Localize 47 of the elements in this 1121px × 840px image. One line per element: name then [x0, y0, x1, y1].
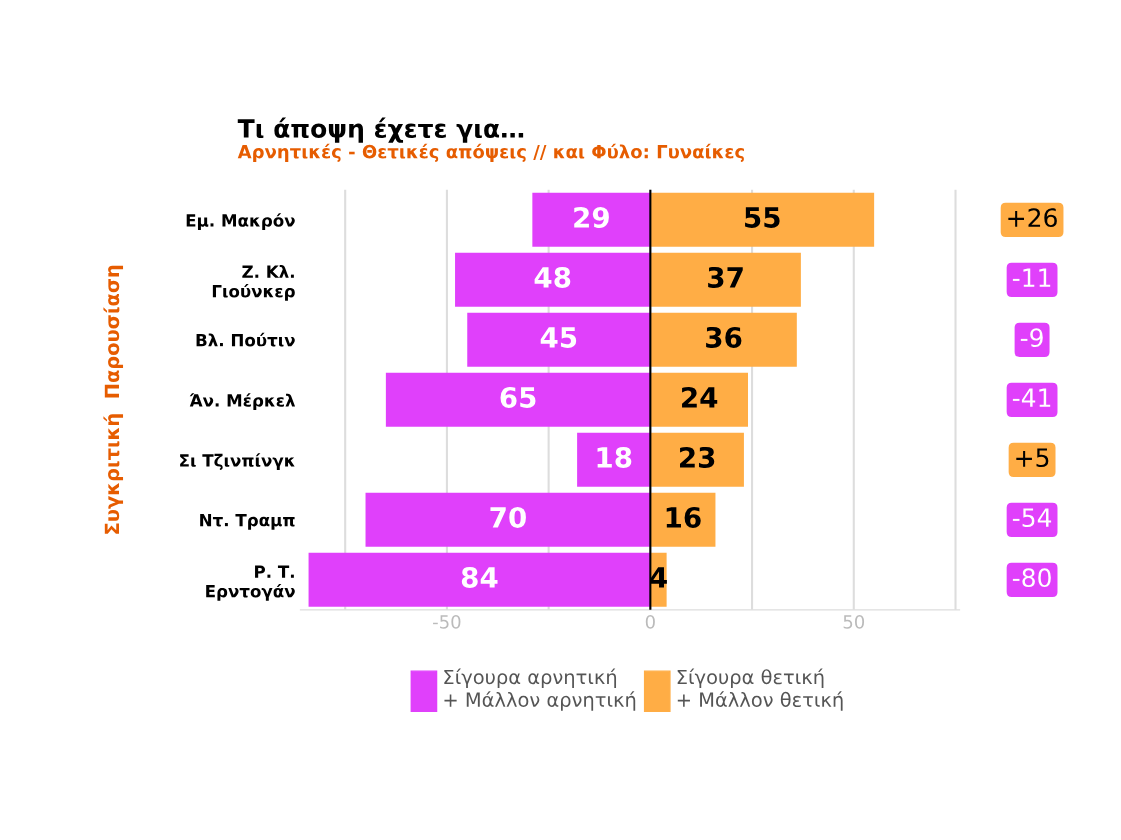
chart-subtitle: Αρνητικές - Θετικές απόψεις // και Φύλο: Γυναίκες — [237, 143, 744, 162]
text: -80 — [1012, 568, 1051, 588]
bar — [532, 192, 651, 247]
data-label: 18 — [597, 446, 632, 468]
bar — [650, 372, 748, 427]
data-label: 36 — [706, 326, 742, 348]
legend-label: Σίγουρα αρνητική + Μάλλον αρνητική — [444, 668, 636, 711]
bar — [650, 432, 744, 487]
text: -9 — [1020, 328, 1043, 348]
bar — [308, 552, 651, 607]
text: +5 — [1016, 448, 1049, 468]
bar — [467, 312, 651, 367]
y-tick-label: Εμ. Μακρόν — [186, 213, 295, 230]
text: -54 — [1012, 508, 1052, 528]
chart-title: Τι άποψη έχετε για… — [237, 117, 524, 143]
y-axis-title: Συγκριτική Παρουσίαση — [103, 265, 124, 534]
y-tick-label: Άν. Μέρκελ — [189, 393, 296, 410]
data-label: 4 — [650, 567, 667, 588]
bar — [650, 192, 875, 247]
y-tick-label: Ρ. Τ. Ερντογάν — [206, 565, 295, 601]
data-label: 48 — [534, 266, 571, 288]
text: -41 — [1012, 388, 1051, 407]
data-label: 55 — [745, 207, 780, 228]
data-label: 84 — [461, 566, 498, 588]
data-label: 29 — [574, 206, 609, 228]
data-label: 23 — [680, 446, 715, 468]
bar — [385, 372, 651, 427]
data-label: 24 — [682, 386, 718, 408]
y-tick-label: Ντ. Τραμπ — [200, 514, 295, 530]
y-tick-label: Βλ. Πούτιν — [196, 332, 295, 347]
data-label: 70 — [490, 506, 526, 528]
bar — [455, 252, 651, 307]
data-label: 45 — [540, 327, 577, 348]
bar — [650, 252, 801, 307]
data-label: 65 — [500, 386, 536, 408]
text: +26 — [1008, 208, 1057, 228]
text: -11 — [1012, 268, 1051, 287]
bar — [365, 492, 651, 547]
bar — [650, 312, 797, 367]
legend-label: Σίγουρα θετική + Μάλλον θετική — [677, 668, 843, 711]
x-tick-label: -50 — [433, 615, 461, 629]
y-tick-label: Ζ. Κλ. Γιούνκερ — [212, 265, 295, 301]
x-tick-label: 50 — [843, 615, 865, 629]
data-label: 16 — [666, 506, 701, 528]
x-tick-label: 0 — [645, 615, 655, 629]
data-label: 37 — [708, 266, 743, 288]
y-tick-label: Σι Τζινπίνγκ — [180, 453, 295, 470]
